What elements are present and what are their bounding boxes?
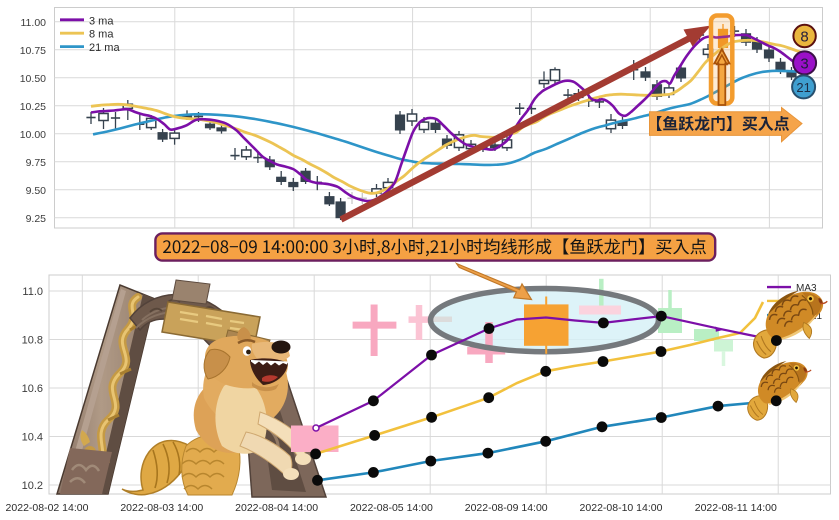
svg-text:2022-08-10 14:00: 2022-08-10 14:00 <box>580 502 663 514</box>
svg-text:9.50: 9.50 <box>26 185 47 197</box>
svg-text:10.75: 10.75 <box>20 45 46 57</box>
svg-text:11.0: 11.0 <box>22 286 43 298</box>
svg-text:21: 21 <box>796 80 810 95</box>
svg-text:2022-08-09 14:00: 2022-08-09 14:00 <box>465 502 548 514</box>
svg-text:10.2: 10.2 <box>22 480 43 492</box>
svg-text:10.25: 10.25 <box>20 101 46 113</box>
svg-text:2022-08-03 14:00: 2022-08-03 14:00 <box>120 502 203 514</box>
svg-text:21 ma: 21 ma <box>89 42 120 54</box>
svg-text:9.75: 9.75 <box>26 157 47 169</box>
svg-text:10.00: 10.00 <box>20 129 46 141</box>
svg-text:3 ma: 3 ma <box>89 15 114 27</box>
svg-text:10.8: 10.8 <box>22 335 43 347</box>
svg-text:11.00: 11.00 <box>21 17 47 29</box>
svg-text:2022-08-05 14:00: 2022-08-05 14:00 <box>350 502 433 514</box>
svg-text:8 ma: 8 ma <box>89 29 114 41</box>
svg-text:10.50: 10.50 <box>20 73 46 85</box>
svg-text:10.4: 10.4 <box>22 432 43 444</box>
svg-text:2022-08-11 14:00: 2022-08-11 14:00 <box>695 502 777 514</box>
svg-text:9.25: 9.25 <box>26 213 47 225</box>
svg-text:3: 3 <box>800 55 808 72</box>
svg-text:2022-08-02 14:00: 2022-08-02 14:00 <box>6 502 89 514</box>
svg-text:8: 8 <box>800 29 808 46</box>
svg-text:10.6: 10.6 <box>22 383 43 395</box>
svg-text:2022-08-04 14:00: 2022-08-04 14:00 <box>235 502 318 514</box>
svg-text:MA3: MA3 <box>796 283 817 294</box>
